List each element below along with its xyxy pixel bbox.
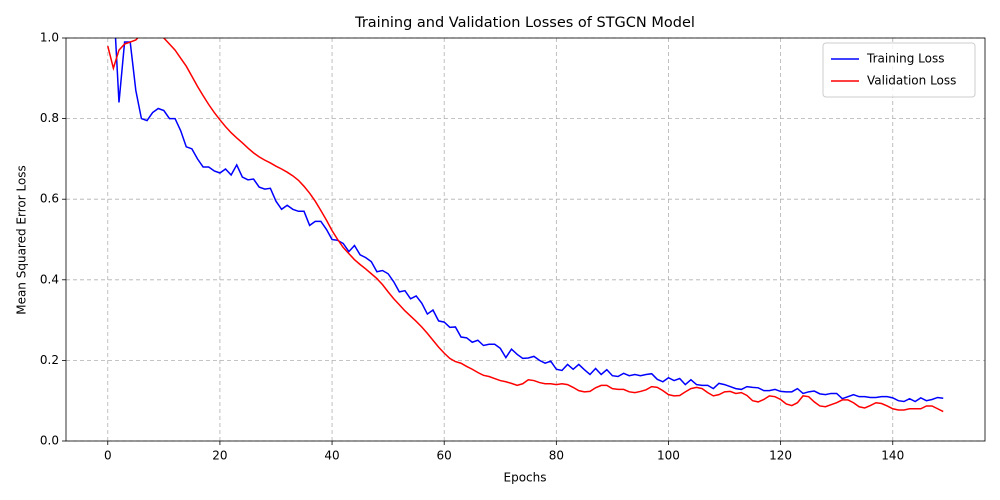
y-tick-label: 1.0	[40, 31, 59, 45]
axes-frame	[65, 37, 986, 442]
x-tick-label: 40	[324, 449, 339, 463]
chart-title: Training and Validation Losses of STGCN …	[354, 15, 695, 31]
x-tick-label: 120	[769, 449, 792, 463]
grid	[66, 37, 985, 442]
x-tick-label: 0	[104, 449, 112, 463]
legend-label: Validation Loss	[867, 74, 956, 88]
series-line	[107, 38, 944, 413]
y-tick-label: 0.4	[40, 272, 59, 286]
series-line	[114, 38, 944, 403]
y-tick-label: 0.6	[40, 192, 59, 206]
y-tick-label: 0.8	[40, 111, 59, 125]
legend-box	[822, 42, 976, 98]
legend-label: Training Loss	[866, 52, 944, 66]
x-tick-label: 60	[437, 449, 452, 463]
legend: Training Loss Validation Loss	[822, 42, 976, 98]
x-tick-label: 20	[212, 449, 227, 463]
x-axis-label: Epochs	[504, 471, 547, 485]
y-tick-label: 0.2	[40, 353, 59, 367]
y-tick-label: 0.0	[40, 434, 59, 448]
x-tick-label: 140	[881, 449, 904, 463]
y-axis-label: Mean Squared Error Loss	[15, 165, 29, 315]
x-tick-label: 100	[657, 449, 680, 463]
x-tick-label: 80	[549, 449, 564, 463]
plot-area	[107, 38, 944, 413]
